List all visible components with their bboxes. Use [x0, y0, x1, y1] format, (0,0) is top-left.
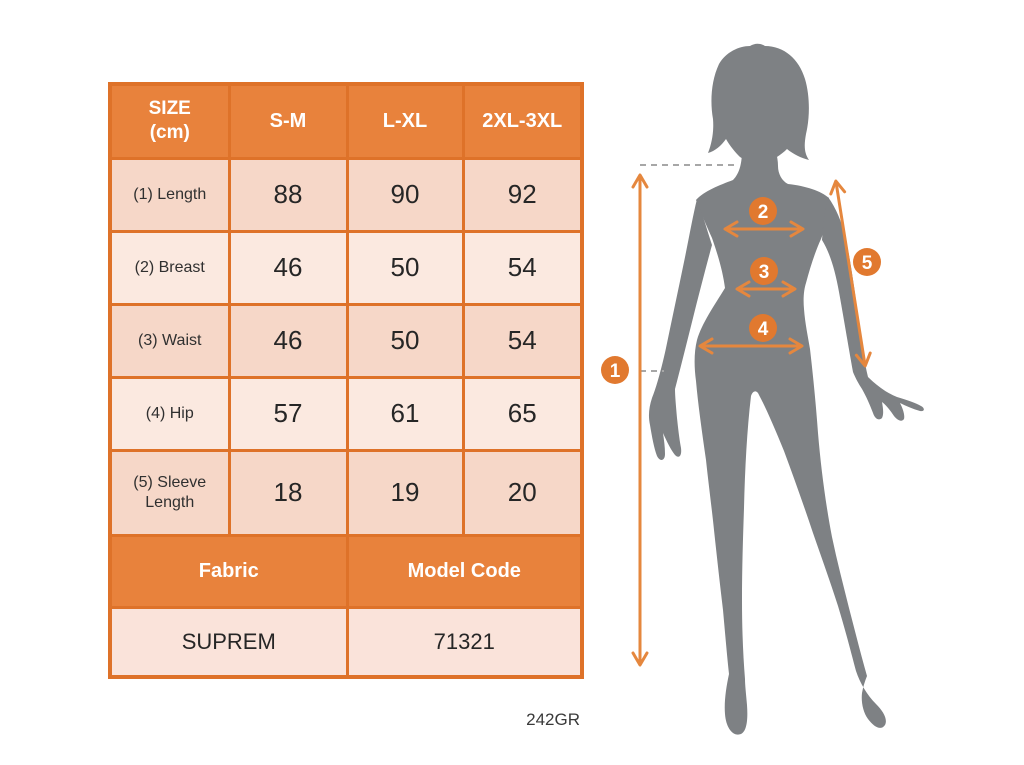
row-label: (3) Waist [108, 302, 231, 379]
row-label: (1) Length [108, 156, 231, 233]
silhouette-body [694, 150, 886, 735]
model-code-header: Model Code [345, 533, 584, 609]
row-label: (5) Sleeve Length [108, 448, 231, 537]
value-cell: 92 [461, 156, 584, 233]
table-row-hip: (4) Hip 57 61 65 [108, 375, 584, 452]
table-row-breast: (2) Breast 46 50 54 [108, 229, 584, 306]
value-cell: 50 [345, 229, 465, 306]
column-header-sm: S-M [227, 82, 349, 160]
value-cell: 90 [345, 156, 465, 233]
table-row-waist: (3) Waist 46 50 54 [108, 302, 584, 379]
model-code-value: 71321 [345, 605, 584, 679]
value-cell: 20 [461, 448, 584, 537]
size-unit-header: SIZE (cm) [108, 82, 231, 160]
value-cell: 61 [345, 375, 465, 452]
value-cell: 18 [227, 448, 349, 537]
value-cell: 57 [227, 375, 349, 452]
row-label: (2) Breast [108, 229, 231, 306]
marker-circle [601, 356, 629, 384]
table-row-length: (1) Length 88 90 92 [108, 156, 584, 233]
marker-number: 3 [759, 262, 770, 283]
value-cell: 54 [461, 229, 584, 306]
value-cell: 50 [345, 302, 465, 379]
fabric-header: Fabric [108, 533, 349, 609]
fabric-value: SUPREM [108, 605, 349, 679]
marker-number: 4 [758, 319, 769, 340]
marker-circle [749, 197, 777, 225]
row-label: (4) Hip [108, 375, 231, 452]
column-header-lxl: L-XL [345, 82, 465, 160]
marker-circle [749, 314, 777, 342]
marker-circle [750, 257, 778, 285]
measurement-marker-4: 4 [749, 314, 777, 342]
value-cell: 65 [461, 375, 584, 452]
value-cell: 46 [227, 302, 349, 379]
header-row: SIZE (cm) S-M L-XL 2XL-3XL [108, 82, 584, 160]
value-cell: 19 [345, 448, 465, 537]
marker-circle [853, 248, 881, 276]
footer-value-row: SUPREM 71321 [108, 605, 584, 679]
silhouette-left-arm [648, 199, 712, 460]
measurement-marker-3: 3 [750, 257, 778, 285]
footer-header-row: Fabric Model Code [108, 533, 584, 609]
column-header-2xl3xl: 2XL-3XL [461, 82, 584, 160]
size-chart-table: SIZE (cm) S-M L-XL 2XL-3XL (1) Length 88… [108, 82, 584, 679]
body-measurement-figure: 1 2 3 4 5 [601, 43, 924, 735]
silhouette-head [708, 43, 809, 164]
product-code-label: 242GR [526, 710, 580, 729]
measurement-marker-5: 5 [853, 248, 881, 276]
value-cell: 54 [461, 302, 584, 379]
silhouette-right-arm [822, 197, 924, 421]
value-cell: 46 [227, 229, 349, 306]
marker-number: 2 [758, 202, 769, 223]
female-silhouette [648, 43, 924, 735]
size-chart: SIZE (cm) S-M L-XL 2XL-3XL (1) Length 88… [108, 82, 584, 679]
value-cell: 88 [227, 156, 349, 233]
marker-number: 1 [610, 361, 621, 382]
marker-number: 5 [862, 253, 873, 274]
sleeve-arrow-5 [829, 179, 872, 368]
table-row-sleeve-length: (5) Sleeve Length 18 19 20 [108, 448, 584, 537]
measurement-marker-2: 2 [749, 197, 777, 225]
measurement-marker-1: 1 [601, 356, 629, 384]
